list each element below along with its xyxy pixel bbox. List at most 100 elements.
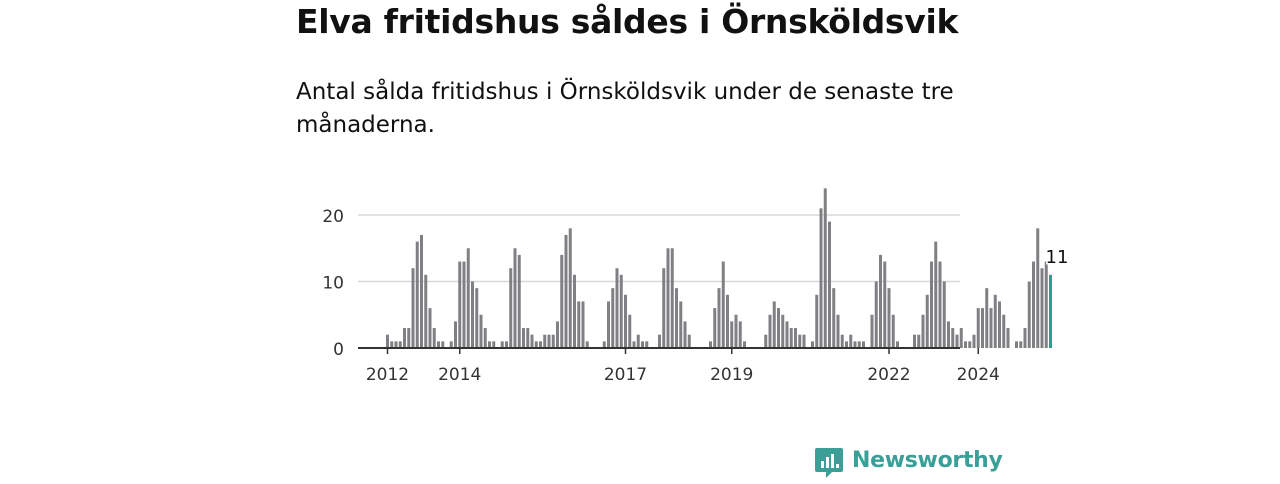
- bar: [1040, 268, 1044, 348]
- bar: [619, 274, 623, 348]
- bar: [488, 341, 491, 348]
- bar: [462, 261, 466, 348]
- bar: [500, 341, 504, 348]
- bar: [458, 261, 462, 348]
- bar: [857, 341, 861, 348]
- bar: [985, 288, 989, 348]
- bar: [675, 288, 678, 348]
- bar: [845, 341, 848, 348]
- bar: [449, 341, 453, 348]
- bar: [794, 328, 797, 348]
- bar: [517, 254, 521, 348]
- x-tick-label: 2024: [957, 365, 1000, 385]
- bar: [764, 334, 768, 348]
- bar: [853, 341, 857, 348]
- bar: [1006, 328, 1010, 348]
- bar: [883, 261, 887, 348]
- bar: [836, 314, 840, 348]
- bar: [917, 334, 921, 348]
- brand-logo: Newsworthy: [814, 446, 1003, 480]
- bar: [628, 314, 632, 348]
- bar: [934, 241, 938, 348]
- bar: [585, 341, 589, 348]
- bar: [989, 308, 993, 348]
- bar: [420, 234, 423, 348]
- bar: [738, 321, 742, 348]
- bar: [772, 301, 776, 348]
- bar: [743, 341, 746, 348]
- bar: [1002, 314, 1006, 348]
- bar: [560, 254, 564, 348]
- bar: [581, 301, 585, 348]
- bar: [441, 341, 445, 348]
- bar: [930, 261, 933, 348]
- bar: [670, 248, 674, 348]
- bar: [475, 288, 479, 348]
- bar: [942, 281, 946, 348]
- bar: [607, 301, 610, 348]
- bar: [641, 341, 644, 348]
- bar: [687, 334, 691, 348]
- bar: [828, 221, 831, 348]
- bar: [726, 294, 729, 348]
- bar: [679, 301, 683, 348]
- bar: [509, 268, 513, 348]
- bar: [645, 341, 649, 348]
- bar: [819, 208, 823, 348]
- bar: [951, 328, 955, 348]
- bar: [534, 341, 538, 348]
- x-tick-label: 2019: [710, 365, 753, 385]
- bar: [840, 334, 844, 348]
- bar: [721, 261, 725, 348]
- bar: [539, 341, 542, 348]
- bar: [968, 341, 972, 348]
- bar: [959, 328, 963, 348]
- bar: [802, 334, 806, 348]
- bar: [1015, 341, 1018, 348]
- last-value-label: 11: [1046, 247, 1069, 268]
- bar: [564, 234, 568, 348]
- bar: [424, 274, 428, 348]
- bar: [386, 334, 389, 348]
- bar: [781, 314, 785, 348]
- bar: [785, 321, 789, 348]
- y-tick-label: 20: [322, 207, 344, 227]
- bar: [492, 341, 496, 348]
- bar: [522, 328, 525, 348]
- bar: [483, 328, 487, 348]
- bar: [823, 188, 827, 348]
- bar: [717, 288, 721, 348]
- bar: [870, 314, 874, 348]
- page-title: Elva fritidshus såldes i Örnsköldsvik: [296, 2, 959, 41]
- brand-name: Newsworthy: [852, 448, 1003, 473]
- bar: [887, 288, 891, 348]
- bar: [976, 308, 980, 348]
- bar: [407, 328, 411, 348]
- bar: [993, 294, 997, 348]
- bar: [390, 341, 394, 348]
- bar: [611, 288, 615, 348]
- bar: [398, 341, 402, 348]
- bar: [513, 248, 517, 348]
- newsworthy-logo-icon: [815, 448, 843, 478]
- bar: [879, 254, 882, 348]
- bar: [998, 301, 1001, 348]
- bar: [403, 328, 406, 348]
- bar: [768, 314, 772, 348]
- bar: [505, 341, 508, 348]
- y-tick-label: 10: [322, 274, 344, 294]
- bar: [479, 314, 483, 348]
- bar-chart: 0 10 20 2012 2014 2017 2019 2022 2024 11: [322, 188, 1070, 385]
- bar: [798, 334, 802, 348]
- bar: [615, 268, 619, 348]
- bar: [547, 334, 551, 348]
- bar: [658, 334, 661, 348]
- bar: [938, 261, 942, 348]
- bar: [1019, 341, 1023, 348]
- bar: [573, 274, 576, 348]
- bar: [437, 341, 440, 348]
- bar: [925, 294, 929, 348]
- bar: [683, 321, 687, 348]
- bar: [981, 308, 984, 348]
- bar: [730, 321, 734, 348]
